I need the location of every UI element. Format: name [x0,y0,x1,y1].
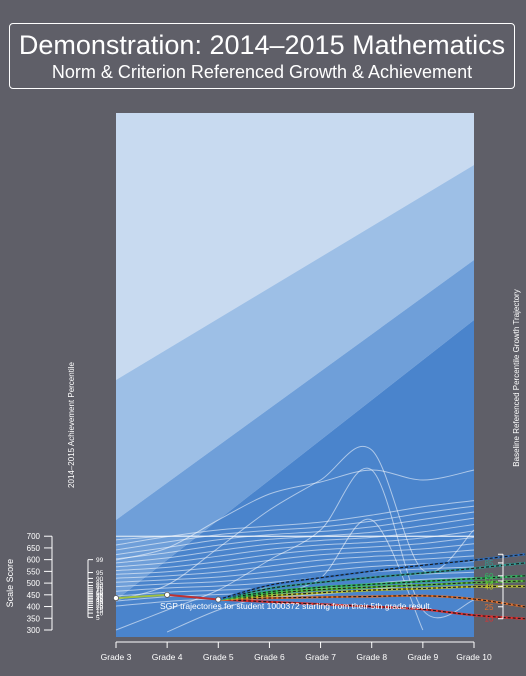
percentile-curves [115,445,475,633]
x-tick-label: Grade 4 [152,652,183,662]
title-box: Demonstration: 2014–2015 Mathematics Nor… [9,23,515,89]
student-scores [113,591,222,603]
percentile-curve [115,523,475,564]
percentile-curve [115,469,475,561]
achievement-bands [116,113,474,637]
achievement-band-3 [116,260,474,600]
scale-score-tick-label: 550 [27,567,41,576]
percentile-tick-label: 40 [96,597,104,604]
percentile-tick-label: 95 [96,570,104,577]
percentile-tick-label: 25 [96,603,104,610]
student-point [164,591,171,598]
student-line-3-4 [115,593,168,600]
percentile-tick-label: 30 [96,601,104,608]
achievement-band-1 [116,113,474,380]
percentile-curve [115,517,475,560]
trajectory-axis-label: Baseline Referenced Percentile Growth Tr… [512,289,521,466]
chart-subtitle: Norm & Criterion Referenced Growth & Ach… [51,62,473,82]
scale-score-tick-label: 700 [27,532,41,541]
trajectory-dash [218,580,526,601]
percentile-tick-label: 5 [96,615,100,622]
scale-score-tick-label: 450 [27,591,41,600]
trajectory-dash [218,595,526,608]
percentile-curve [115,505,475,551]
trajectory-tick-label: 25 [485,603,494,612]
scale-score-tick-label: 600 [27,556,41,565]
trajectory-dash [218,585,526,601]
percentile-tick-label: 99 [96,557,104,564]
percentile-axis-label: 2014–2015 Achievement Percentile [67,362,76,488]
trajectory-dash [218,562,526,601]
x-tick-label: Grade 9 [407,652,438,662]
scale-score-tick-label: 500 [27,579,41,588]
growth-trajectories [217,553,526,620]
scale-score-tick-label: 350 [27,614,41,623]
trajectory-dash [218,553,526,601]
student-line-4-5 [167,593,219,601]
scale-score-tick-label: 300 [27,626,41,635]
percentile-curve [115,555,475,583]
percentile-tick-label: 20 [96,605,104,612]
x-tick-label: Grade 10 [456,652,492,662]
trajectory-dash [218,598,526,620]
x-tick-label: Grade 7 [305,652,336,662]
percentile-tick-label: 65 [96,589,104,596]
x-tick-label: Grade 6 [254,652,285,662]
percentile-tick-label: 70 [96,587,104,594]
percentile-tick-label: 15 [96,607,104,614]
x-tick-label: Grade 3 [101,652,132,662]
trajectory-tick-label: 60 [485,572,494,581]
percentile-tick-label: 45 [96,596,104,603]
achievement-band-2 [116,165,474,520]
percentile-curve [115,445,475,601]
percentile-tick-label: 55 [96,593,104,600]
chart-annotation: SGP trajectories for student 1000372 sta… [160,601,432,611]
percentile-curve [115,467,475,631]
trajectory-dash [218,575,526,601]
scale-score-axis-label: Scale Score [5,559,15,608]
student-point [215,596,222,603]
x-tick-label: Grade 5 [203,652,234,662]
percentile-curve [115,543,475,575]
percentile-tick-label: 75 [96,585,104,592]
chart-title: Demonstration: 2014–2015 Mathematics [18,30,506,60]
percentile-tick-label: 35 [96,599,104,606]
trajectory-tick-label: 50 [485,577,494,586]
percentile-tick-label: 50 [96,594,104,601]
percentile-tick-label: 85 [96,580,104,587]
percentile-curve [115,549,475,579]
percentile-curve [115,511,475,556]
trajectory-tick-label: 40 [485,582,494,591]
percentile-tick-label: 10 [96,611,104,618]
percentile-curve [115,536,475,572]
percentile-tick-label: 60 [96,591,104,598]
x-tick-label: Grade 8 [356,652,387,662]
percentile-tick-label: 80 [96,583,104,590]
trajectory-tick-label: 85 [485,559,494,568]
scale-score-tick-label: 400 [27,603,41,612]
trajectory-tick-label: 10 [485,615,494,624]
student-point [113,595,120,602]
percentile-tick-label: 90 [96,576,104,583]
scale-score-tick-label: 650 [27,544,41,553]
